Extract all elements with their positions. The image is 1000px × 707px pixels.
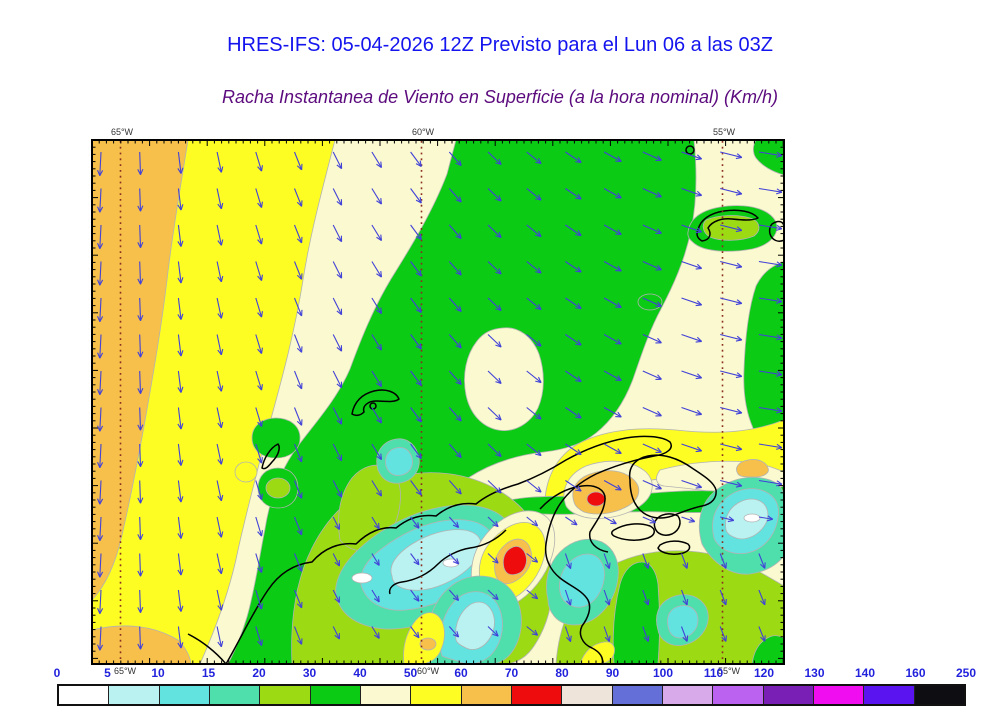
colorbar-cell-70-80	[511, 686, 563, 704]
colorbar-tick-label: 110	[703, 666, 724, 680]
colorbar-cell-100-110	[662, 686, 714, 704]
lon-label: 60°W	[416, 666, 440, 676]
contour-fills	[92, 140, 784, 664]
colorbar-cell-15-20	[209, 686, 261, 704]
colorbar-tick-label: 140	[854, 666, 876, 680]
colorbar-tick-label: 10	[151, 666, 165, 680]
yellow-wedge-bottomright	[579, 641, 615, 664]
lon-label: 55°W	[717, 666, 741, 676]
colorbar-cell-40-50	[360, 686, 412, 704]
colorbar-tick-label: 30	[302, 666, 317, 680]
orange-west-band	[92, 140, 189, 601]
colorbar-cell-50-60	[411, 686, 462, 704]
colorbar-tick-label: 120	[753, 666, 775, 680]
wind-arrows	[97, 151, 783, 651]
palecyan-bottom-center	[455, 601, 495, 650]
colorbar-tick-label: 40	[353, 666, 367, 680]
colorbar-cell-160-250	[914, 686, 964, 704]
colorbar-cell-120-130	[763, 686, 814, 704]
cyan-bottomright-core	[667, 605, 699, 639]
page-title: HRES-IFS: 05-04-2026 12Z Previsto para e…	[227, 34, 773, 56]
coastlines	[187, 145, 784, 664]
colorbar-cell-60-70	[461, 686, 512, 704]
colorbar-cell-0-5	[59, 686, 110, 704]
white-speck-1	[351, 572, 373, 584]
colorbar-cell-130-140	[813, 686, 865, 704]
colorbar-tick-label: 250	[955, 666, 977, 680]
cyan-nw-core	[385, 447, 413, 476]
green-topright-corner	[752, 140, 784, 176]
colorbar-tick-label: 5	[104, 666, 111, 680]
colorbar-tick-label: 20	[252, 666, 266, 680]
colorbar-tick-label: 50	[403, 666, 418, 680]
colorbar-tick-label: 0	[53, 666, 61, 680]
yellowgreen-hook-core	[265, 477, 291, 499]
colorbar-cell-140-160	[864, 686, 915, 704]
colorbar-cell-90-100	[612, 686, 663, 704]
colorbar-cell-80-90	[562, 686, 613, 704]
red-core-hotspot1	[586, 491, 606, 507]
colorbar-tick-label: 80	[555, 666, 569, 680]
page-subtitle: Racha Instantanea de Viento en Superfici…	[222, 87, 778, 107]
orange-dot-bottom	[419, 637, 437, 651]
lon-label: 60°W	[411, 127, 435, 137]
colorbar-tick-label: 60	[454, 666, 468, 680]
yellow-bottom-wedge	[403, 612, 445, 664]
orange-southwest	[92, 625, 192, 664]
colorbar-tick-label: 160	[905, 666, 926, 680]
colorbar-tick-label: 90	[605, 666, 620, 680]
border-ticks	[92, 140, 784, 664]
lon-label: 65°W	[113, 666, 137, 676]
lon-label: 65°W	[110, 127, 134, 137]
green-hook-upper	[251, 417, 301, 459]
white-speck-2	[442, 558, 460, 568]
green-corner-bottomright	[751, 635, 784, 664]
colorbar-tick-label: 70	[504, 666, 519, 680]
colorbar-tick-label: 130	[804, 666, 825, 680]
colorbar-cell-10-15	[159, 686, 210, 704]
cream-hole-in-green	[464, 327, 544, 431]
colorbar-cell-110-120	[713, 686, 764, 704]
red-core-hotspot2	[502, 546, 527, 576]
colorbar-cell-5-10	[109, 686, 160, 704]
meridian-lines	[119, 141, 724, 663]
colorbar-tick-label: 15	[201, 666, 216, 680]
orange-right-small	[736, 459, 769, 478]
colorbar-tick-label: 100	[652, 666, 674, 680]
white-speck-3	[743, 513, 761, 523]
colorbar	[57, 684, 966, 706]
lon-label: 55°W	[712, 127, 736, 137]
colorbar-cell-30-40	[310, 686, 361, 704]
yellow-dot-left	[234, 461, 258, 483]
colorbar-cell-20-30	[260, 686, 311, 704]
